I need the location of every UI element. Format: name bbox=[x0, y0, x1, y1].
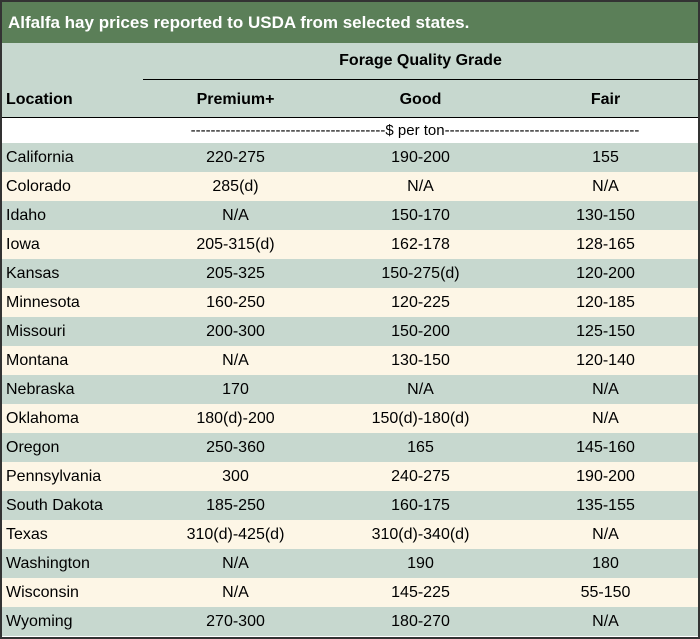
cell-location: Missouri bbox=[6, 323, 66, 340]
cell-good: 160-175 bbox=[391, 497, 450, 514]
cell-good: 150-200 bbox=[391, 323, 450, 340]
cell-premium: 160-250 bbox=[206, 294, 265, 311]
table-title: Alfalfa hay prices reported to USDA from… bbox=[2, 2, 698, 43]
cell-fair: N/A bbox=[592, 178, 619, 195]
cell-good: 150-170 bbox=[391, 207, 450, 224]
table-row: Colorado 285(d) N/A N/A bbox=[2, 172, 698, 201]
table-header: Forage Quality Grade Location Premium+ G… bbox=[2, 43, 698, 117]
cell-location: Oregon bbox=[6, 439, 60, 456]
cell-good: 130-150 bbox=[391, 352, 450, 369]
cell-fair: 180 bbox=[592, 555, 619, 572]
cell-premium: 270-300 bbox=[206, 613, 265, 630]
column-header-location: Location bbox=[6, 91, 73, 108]
cell-fair: N/A bbox=[592, 381, 619, 398]
table-row: Iowa 205-315(d) 162-178 128-165 bbox=[2, 230, 698, 259]
cell-location: South Dakota bbox=[6, 497, 103, 514]
cell-fair: 190-200 bbox=[576, 468, 635, 485]
group-header-rule bbox=[143, 79, 698, 80]
cell-location: Idaho bbox=[6, 207, 47, 224]
cell-premium: 285(d) bbox=[212, 178, 259, 195]
table-row: Pennsylvania 300 240-275 190-200 bbox=[2, 462, 698, 491]
cell-premium: 185-250 bbox=[206, 497, 265, 514]
cell-good: 310(d)-340(d) bbox=[371, 526, 470, 543]
table-row: Minnesota 160-250 120-225 120-185 bbox=[2, 288, 698, 317]
cell-location: Wisconsin bbox=[6, 584, 79, 601]
unit-label: ---------------------------------------$… bbox=[190, 122, 640, 139]
cell-fair: 128-165 bbox=[576, 236, 635, 253]
table-row: Montana N/A 130-150 120-140 bbox=[2, 346, 698, 375]
cell-location: Minnesota bbox=[6, 294, 80, 311]
cell-premium: 205-315(d) bbox=[196, 236, 275, 253]
table-row: Oklahoma 180(d)-200 150(d)-180(d) N/A bbox=[2, 404, 698, 433]
cell-location: Oklahoma bbox=[6, 410, 79, 427]
cell-premium: 200-300 bbox=[206, 323, 265, 340]
table-row: California 220-275 190-200 155 bbox=[2, 143, 698, 172]
cell-location: California bbox=[6, 149, 74, 166]
table-row: Oregon 250-360 165 145-160 bbox=[2, 433, 698, 462]
cell-good: 165 bbox=[407, 439, 434, 456]
cell-location: Kansas bbox=[6, 265, 60, 282]
forage-quality-grade-header: Forage Quality Grade bbox=[339, 52, 502, 69]
cell-fair: 130-150 bbox=[576, 207, 635, 224]
table-row: Washington N/A 190 180 bbox=[2, 549, 698, 578]
header-rule bbox=[2, 117, 698, 118]
cell-fair: 125-150 bbox=[576, 323, 635, 340]
table-row: Wyoming 270-300 180-270 N/A bbox=[2, 607, 698, 636]
cell-fair: 120-185 bbox=[576, 294, 635, 311]
cell-fair: N/A bbox=[592, 613, 619, 630]
cell-good: N/A bbox=[407, 381, 434, 398]
cell-location: Colorado bbox=[6, 178, 71, 195]
cell-good: 190 bbox=[407, 555, 434, 572]
cell-premium: 205-325 bbox=[206, 265, 265, 282]
cell-premium: N/A bbox=[222, 555, 249, 572]
cell-premium: N/A bbox=[222, 584, 249, 601]
cell-good: 150(d)-180(d) bbox=[371, 410, 470, 427]
cell-premium: N/A bbox=[222, 352, 249, 369]
cell-fair: 135-155 bbox=[576, 497, 635, 514]
cell-good: 180-270 bbox=[391, 613, 450, 630]
cell-fair: 155 bbox=[592, 149, 619, 166]
table-row: Nebraska 170 N/A N/A bbox=[2, 375, 698, 404]
table-row: Texas 310(d)-425(d) 310(d)-340(d) N/A bbox=[2, 520, 698, 549]
cell-fair: 120-140 bbox=[576, 352, 635, 369]
cell-good: 190-200 bbox=[391, 149, 450, 166]
cell-fair: N/A bbox=[592, 410, 619, 427]
table-row: South Dakota 185-250 160-175 135-155 bbox=[2, 491, 698, 520]
cell-fair: 145-160 bbox=[576, 439, 635, 456]
cell-good: 150-275(d) bbox=[381, 265, 460, 282]
cell-fair: 120-200 bbox=[576, 265, 635, 282]
cell-premium: 220-275 bbox=[206, 149, 265, 166]
cell-location: Pennsylvania bbox=[6, 468, 102, 485]
cell-location: Iowa bbox=[6, 236, 40, 253]
table-row: Idaho N/A 150-170 130-150 bbox=[2, 201, 698, 230]
cell-location: Nebraska bbox=[6, 381, 75, 398]
table-body: California 220-275 190-200 155 Colorado 285(d… bbox=[2, 143, 698, 636]
cell-location: Montana bbox=[6, 352, 69, 369]
cell-premium: 300 bbox=[222, 468, 249, 485]
column-header-good: Good bbox=[399, 91, 442, 108]
cell-premium: 250-360 bbox=[206, 439, 265, 456]
table-row: Missouri 200-300 150-200 125-150 bbox=[2, 317, 698, 346]
cell-fair: 55-150 bbox=[580, 584, 631, 601]
cell-good: 120-225 bbox=[391, 294, 450, 311]
cell-fair: N/A bbox=[592, 526, 619, 543]
cell-location: Texas bbox=[6, 526, 48, 543]
cell-premium: 310(d)-425(d) bbox=[186, 526, 285, 543]
table-row: Kansas 205-325 150-275(d) 120-200 bbox=[2, 259, 698, 288]
cell-premium: 170 bbox=[222, 381, 249, 398]
column-header-fair: Fair bbox=[590, 91, 621, 108]
cell-good: 240-275 bbox=[391, 468, 450, 485]
cell-good: 145-225 bbox=[391, 584, 450, 601]
column-header-premium: Premium+ bbox=[196, 91, 275, 108]
cell-premium: 180(d)-200 bbox=[196, 410, 275, 427]
cell-good: 162-178 bbox=[391, 236, 450, 253]
cell-premium: N/A bbox=[222, 207, 249, 224]
table-row: Wisconsin N/A 145-225 55-150 bbox=[2, 578, 698, 607]
unit-row: ---------------------------------------$… bbox=[2, 118, 698, 143]
cell-location: Washington bbox=[6, 555, 90, 572]
cell-location: Wyoming bbox=[6, 613, 73, 630]
cell-good: N/A bbox=[407, 178, 434, 195]
